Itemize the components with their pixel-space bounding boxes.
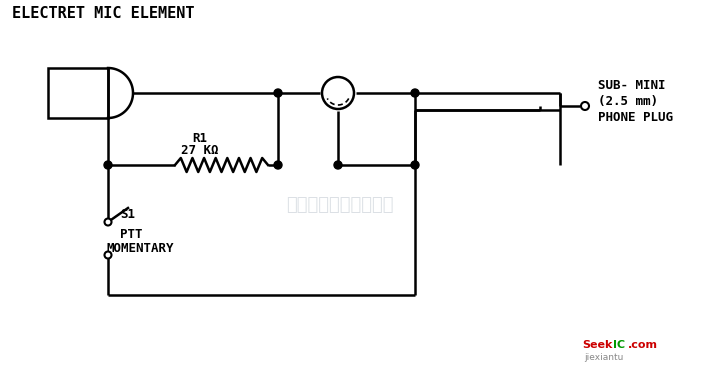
- Text: ELECTRET MIC ELEMENT: ELECTRET MIC ELEMENT: [12, 6, 195, 21]
- Circle shape: [411, 161, 419, 169]
- Text: (2.5 mm): (2.5 mm): [598, 95, 658, 108]
- Circle shape: [104, 252, 111, 259]
- Text: 27 KΩ: 27 KΩ: [181, 144, 219, 157]
- Text: MOMENTARY: MOMENTARY: [106, 242, 174, 255]
- Polygon shape: [108, 68, 133, 118]
- Text: .com: .com: [628, 340, 658, 350]
- Circle shape: [581, 102, 589, 110]
- Circle shape: [322, 77, 354, 109]
- Text: R1: R1: [193, 132, 208, 145]
- Text: Seek: Seek: [582, 340, 613, 350]
- Circle shape: [334, 161, 342, 169]
- Text: SUB- MINI: SUB- MINI: [598, 79, 665, 92]
- Circle shape: [411, 89, 419, 97]
- Circle shape: [274, 89, 282, 97]
- Text: PHONE PLUG: PHONE PLUG: [598, 111, 673, 124]
- Text: PTT: PTT: [120, 228, 143, 241]
- Text: 杭州将睢科技有限公司: 杭州将睢科技有限公司: [286, 196, 394, 214]
- Circle shape: [274, 161, 282, 169]
- Text: IC: IC: [613, 340, 625, 350]
- Circle shape: [104, 219, 111, 226]
- Text: S1: S1: [120, 208, 135, 221]
- Text: jiexiantu: jiexiantu: [584, 353, 623, 362]
- Circle shape: [104, 161, 112, 169]
